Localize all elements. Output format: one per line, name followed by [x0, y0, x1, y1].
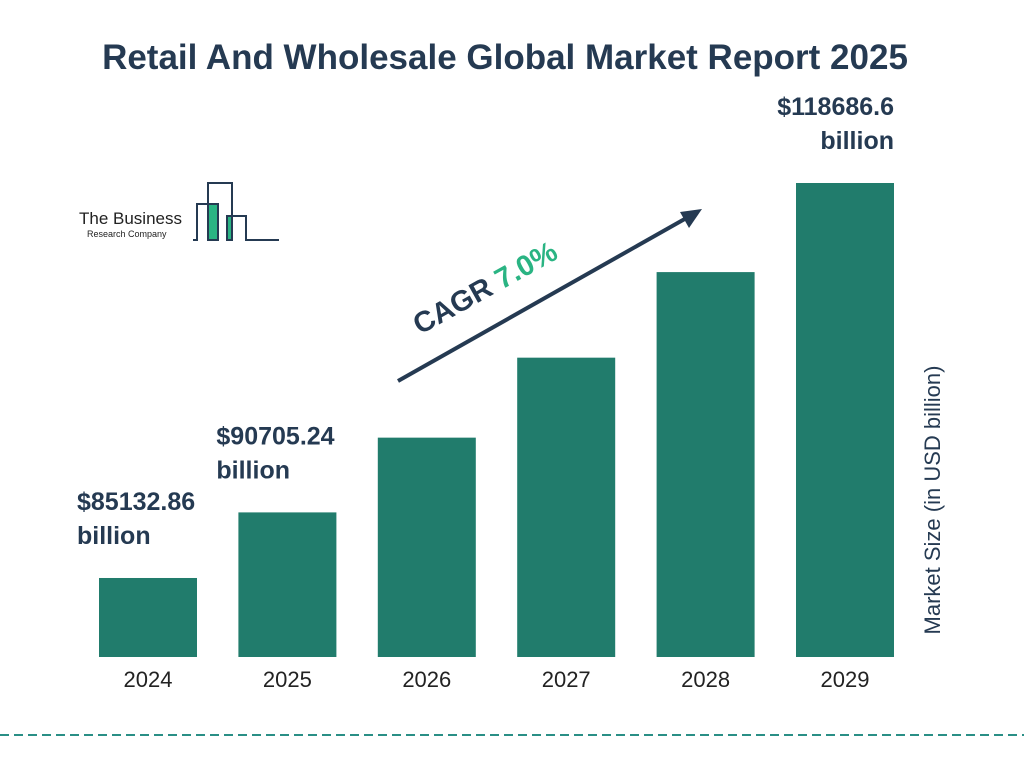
x-tick-label: 2029 [821, 667, 870, 692]
data-label-unit: billion [216, 456, 290, 484]
logo-line2: Research Company [87, 229, 167, 239]
bar-2025 [238, 512, 337, 657]
x-tick-label: 2026 [402, 667, 451, 692]
x-tick-label: 2027 [542, 667, 591, 692]
bar-2028 [656, 272, 755, 657]
cagr-label: CAGR 7.0% [408, 236, 563, 341]
x-tick-label: 2028 [681, 667, 730, 692]
data-label-unit: billion [77, 522, 151, 550]
data-label-unit: billion [820, 127, 894, 155]
data-label-value: $85132.86 [77, 488, 195, 516]
data-label-value: $90705.24 [216, 422, 334, 450]
logo: The Business Research Company [79, 182, 279, 241]
bar-2024 [99, 577, 197, 657]
logo-line1: The Business [79, 209, 182, 228]
bar-2027 [517, 357, 616, 657]
bar-2029 [796, 183, 894, 657]
cagr-annotation: CAGR 7.0% [397, 209, 702, 383]
arrow-head-icon [680, 209, 702, 228]
chart-title: Retail And Wholesale Global Market Repor… [102, 38, 908, 77]
y-axis-label: Market Size (in USD billion) [920, 366, 945, 635]
x-tick-label: 2025 [263, 667, 312, 692]
x-tick-label: 2024 [124, 667, 173, 692]
bar-2026 [377, 437, 476, 657]
data-label-value: $118686.6 [777, 93, 894, 121]
